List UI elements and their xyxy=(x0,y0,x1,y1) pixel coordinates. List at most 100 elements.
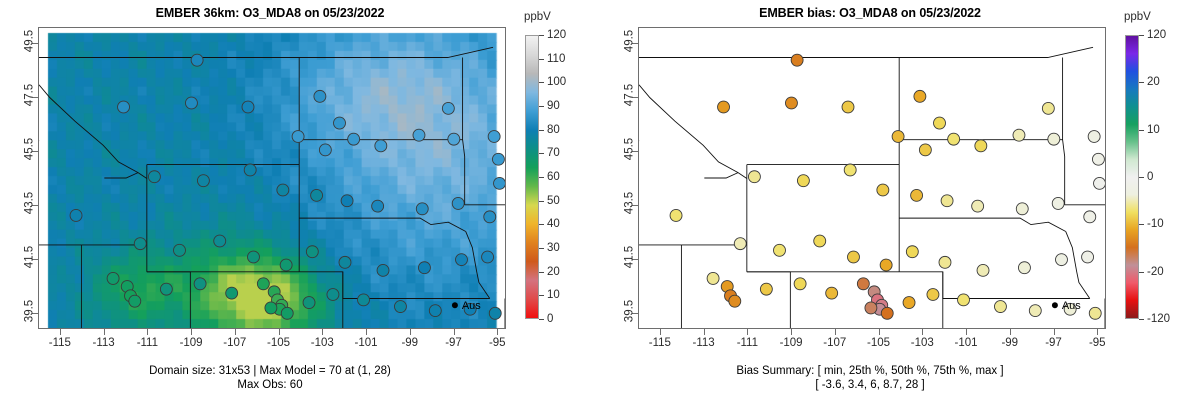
station-marker[interactable] xyxy=(918,143,932,157)
station-marker[interactable] xyxy=(1087,130,1101,143)
station-marker[interactable] xyxy=(117,100,130,114)
station-marker[interactable] xyxy=(451,197,465,210)
station-marker[interactable] xyxy=(415,202,429,216)
station-marker[interactable] xyxy=(864,301,878,315)
station-marker[interactable] xyxy=(340,194,354,208)
station-marker[interactable] xyxy=(333,116,346,130)
station-marker[interactable] xyxy=(1081,250,1094,264)
station-marker[interactable] xyxy=(796,174,810,188)
station-marker[interactable] xyxy=(487,130,501,143)
station-marker[interactable] xyxy=(280,306,294,320)
station-marker[interactable] xyxy=(371,199,385,213)
station-marker[interactable] xyxy=(326,288,340,301)
station-marker[interactable] xyxy=(1015,202,1029,216)
station-marker[interactable] xyxy=(879,258,893,272)
station-marker[interactable] xyxy=(1088,306,1102,320)
station-marker[interactable] xyxy=(825,286,839,300)
station-marker[interactable] xyxy=(994,300,1007,313)
station-marker[interactable] xyxy=(376,263,390,277)
station-marker[interactable] xyxy=(1063,302,1077,316)
station-marker[interactable] xyxy=(279,258,293,272)
station-marker[interactable] xyxy=(706,272,720,285)
station-marker[interactable] xyxy=(302,296,316,309)
station-marker[interactable] xyxy=(938,255,952,269)
station-marker[interactable] xyxy=(971,199,985,213)
station-marker[interactable] xyxy=(291,130,305,143)
station-marker[interactable] xyxy=(394,300,407,313)
station-marker[interactable] xyxy=(147,170,161,184)
station-marker[interactable] xyxy=(940,194,954,208)
station-marker[interactable] xyxy=(1041,101,1055,115)
station-marker[interactable] xyxy=(957,293,970,307)
station-marker[interactable] xyxy=(913,89,927,103)
station-marker[interactable] xyxy=(185,96,198,110)
station-marker[interactable] xyxy=(1028,304,1042,318)
station-marker[interactable] xyxy=(947,132,961,146)
station-marker[interactable] xyxy=(1012,128,1026,142)
station-marker[interactable] xyxy=(856,277,870,291)
station-marker[interactable] xyxy=(747,170,761,184)
station-marker[interactable] xyxy=(159,282,173,296)
station-marker[interactable] xyxy=(276,183,290,197)
station-marker[interactable] xyxy=(910,188,924,202)
station-marker[interactable] xyxy=(905,245,919,259)
station-marker[interactable] xyxy=(493,176,506,190)
station-marker[interactable] xyxy=(793,277,807,291)
station-marker[interactable] xyxy=(926,288,940,301)
station-marker[interactable] xyxy=(256,277,270,291)
station-marker[interactable] xyxy=(196,174,210,188)
station-marker[interactable] xyxy=(841,100,855,114)
station-marker[interactable] xyxy=(412,128,426,142)
station-marker[interactable] xyxy=(247,250,260,264)
station-marker[interactable] xyxy=(1018,261,1031,275)
station-marker[interactable] xyxy=(441,101,455,115)
station-marker[interactable] xyxy=(759,282,773,296)
station-marker[interactable] xyxy=(264,301,278,315)
station-marker[interactable] xyxy=(902,296,916,309)
station-marker[interactable] xyxy=(813,234,827,248)
station-marker[interactable] xyxy=(1083,210,1097,224)
station-marker[interactable] xyxy=(243,163,257,177)
station-marker[interactable] xyxy=(428,304,442,318)
station-marker[interactable] xyxy=(717,100,730,114)
station-marker[interactable] xyxy=(481,250,494,264)
station-marker[interactable] xyxy=(225,286,239,300)
station-marker[interactable] xyxy=(106,272,120,285)
station-marker[interactable] xyxy=(190,53,204,67)
station-marker[interactable] xyxy=(976,263,990,277)
station-marker[interactable] xyxy=(213,234,227,248)
station-marker[interactable] xyxy=(733,237,747,251)
station-marker[interactable] xyxy=(843,163,857,177)
station-marker[interactable] xyxy=(669,209,683,222)
station-marker[interactable] xyxy=(338,255,352,269)
station-marker[interactable] xyxy=(876,183,890,197)
station-marker[interactable] xyxy=(1047,132,1061,146)
station-marker[interactable] xyxy=(847,250,860,264)
station-marker[interactable] xyxy=(1092,152,1105,166)
station-marker[interactable] xyxy=(785,96,798,110)
station-marker[interactable] xyxy=(357,293,370,307)
station-marker[interactable] xyxy=(133,237,147,251)
station-marker[interactable] xyxy=(318,143,332,157)
station-marker[interactable] xyxy=(128,294,142,308)
station-marker[interactable] xyxy=(1051,197,1065,210)
station-marker[interactable] xyxy=(173,243,186,257)
station-marker[interactable] xyxy=(374,139,388,153)
station-marker[interactable] xyxy=(728,294,742,308)
station-marker[interactable] xyxy=(463,302,477,316)
station-marker[interactable] xyxy=(313,89,327,103)
station-marker[interactable] xyxy=(492,152,505,166)
station-marker[interactable] xyxy=(483,210,497,224)
station-marker[interactable] xyxy=(305,245,319,259)
station-marker[interactable] xyxy=(69,209,83,222)
station-marker[interactable] xyxy=(455,253,468,267)
station-marker[interactable] xyxy=(933,116,946,130)
station-marker[interactable] xyxy=(880,306,894,320)
station-marker[interactable] xyxy=(974,139,988,153)
station-marker[interactable] xyxy=(790,53,804,67)
station-marker[interactable] xyxy=(447,132,461,146)
station-marker[interactable] xyxy=(418,261,431,275)
station-marker[interactable] xyxy=(310,188,324,202)
station-marker[interactable] xyxy=(773,243,786,257)
station-marker[interactable] xyxy=(347,132,361,146)
